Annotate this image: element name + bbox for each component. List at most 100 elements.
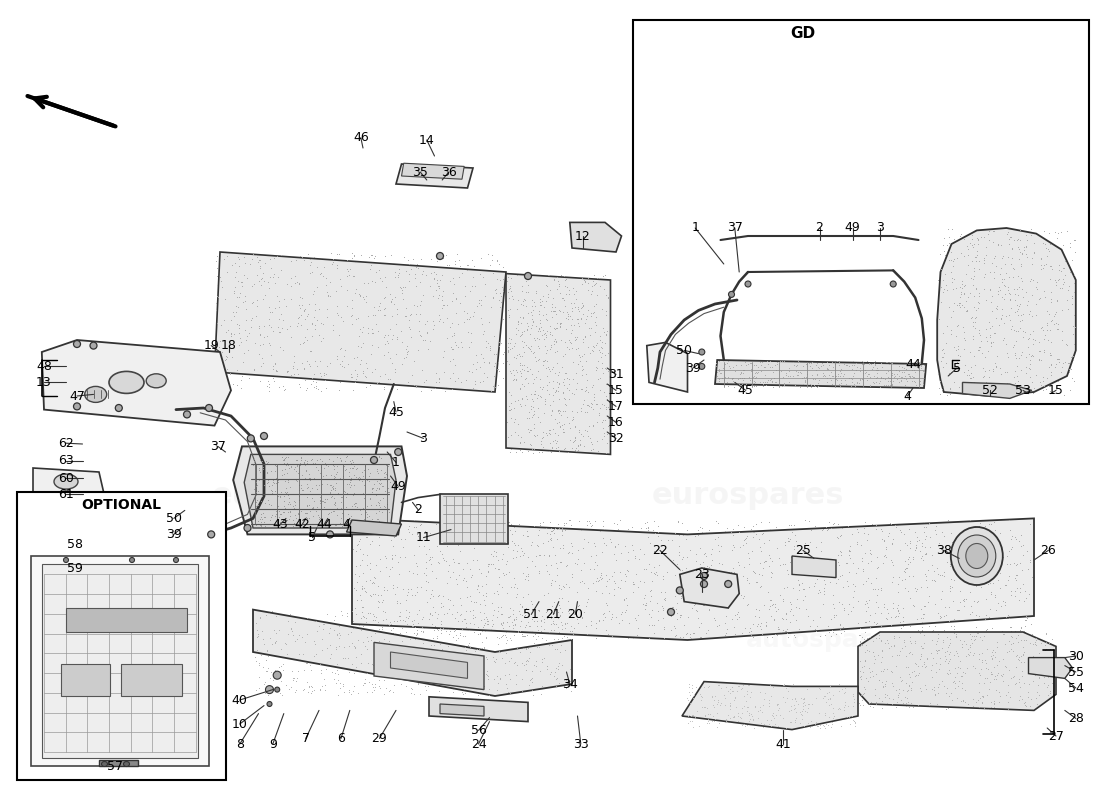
Point bbox=[618, 598, 636, 611]
Point bbox=[767, 598, 784, 610]
Point bbox=[388, 556, 406, 569]
Ellipse shape bbox=[890, 281, 896, 287]
Point bbox=[827, 370, 845, 382]
Point bbox=[512, 350, 529, 362]
Point bbox=[858, 597, 876, 610]
Point bbox=[1037, 382, 1055, 395]
Point bbox=[784, 356, 802, 369]
Point bbox=[277, 300, 295, 313]
Point bbox=[365, 251, 383, 264]
Point bbox=[402, 307, 419, 320]
Point bbox=[865, 377, 882, 390]
Point bbox=[771, 588, 789, 601]
Point bbox=[635, 562, 652, 575]
Point bbox=[288, 633, 306, 646]
Point bbox=[1033, 252, 1050, 265]
Point bbox=[639, 516, 657, 529]
Point bbox=[690, 524, 707, 537]
Point bbox=[564, 287, 582, 300]
Point bbox=[321, 518, 339, 530]
Point bbox=[211, 341, 229, 354]
Point bbox=[251, 348, 268, 361]
Point bbox=[461, 617, 478, 630]
Point bbox=[679, 694, 696, 706]
Point bbox=[219, 350, 236, 363]
Point bbox=[513, 656, 530, 669]
Point bbox=[982, 696, 1000, 709]
Point bbox=[804, 613, 822, 626]
Point bbox=[475, 618, 493, 631]
Point bbox=[935, 245, 953, 258]
Point bbox=[832, 365, 849, 378]
Point bbox=[324, 459, 342, 472]
Point bbox=[462, 336, 480, 349]
Point bbox=[290, 483, 308, 496]
Point bbox=[1011, 694, 1028, 706]
Point bbox=[514, 312, 531, 325]
Point bbox=[619, 554, 637, 566]
Point bbox=[218, 350, 235, 362]
Point bbox=[1035, 258, 1053, 271]
Point bbox=[483, 558, 500, 570]
Point bbox=[512, 328, 529, 341]
Point bbox=[745, 371, 762, 384]
Point bbox=[878, 550, 895, 563]
Point bbox=[530, 640, 548, 653]
Point bbox=[406, 588, 424, 601]
Point bbox=[834, 621, 851, 634]
Point bbox=[872, 583, 890, 596]
Point bbox=[543, 301, 561, 314]
Point bbox=[518, 322, 536, 335]
Point bbox=[559, 675, 576, 688]
Point bbox=[908, 534, 925, 547]
Point bbox=[517, 299, 535, 312]
Point bbox=[1045, 318, 1063, 330]
Point bbox=[978, 624, 996, 637]
Point bbox=[526, 295, 543, 308]
Point bbox=[588, 571, 606, 584]
Point bbox=[248, 683, 265, 696]
Point bbox=[955, 326, 972, 339]
Point bbox=[245, 278, 263, 290]
Point bbox=[308, 520, 326, 533]
Point bbox=[794, 378, 812, 390]
Point bbox=[979, 228, 997, 241]
Point bbox=[542, 666, 560, 678]
Point bbox=[994, 250, 1012, 262]
Point bbox=[393, 678, 410, 690]
Point bbox=[755, 562, 772, 574]
Point bbox=[644, 619, 661, 632]
Point bbox=[450, 253, 468, 266]
Point bbox=[642, 603, 660, 616]
Point bbox=[430, 371, 448, 384]
Point bbox=[857, 366, 874, 379]
Point bbox=[961, 367, 979, 380]
Point bbox=[756, 369, 773, 382]
Point bbox=[362, 378, 380, 391]
Point bbox=[250, 274, 267, 287]
Point bbox=[820, 698, 837, 711]
Point bbox=[375, 633, 393, 646]
Point bbox=[843, 371, 860, 384]
Point bbox=[1012, 364, 1030, 377]
Point bbox=[477, 570, 495, 582]
Point bbox=[689, 529, 706, 542]
Point bbox=[898, 372, 915, 385]
Point bbox=[904, 701, 922, 714]
Point bbox=[952, 350, 969, 362]
Polygon shape bbox=[682, 682, 858, 730]
Point bbox=[913, 540, 931, 553]
Point bbox=[1022, 229, 1040, 242]
Point bbox=[585, 394, 603, 406]
Point bbox=[390, 606, 408, 618]
Point bbox=[492, 295, 509, 308]
Point bbox=[899, 357, 916, 370]
Point bbox=[264, 325, 282, 338]
Point bbox=[421, 606, 439, 619]
Point bbox=[341, 455, 359, 468]
Point bbox=[304, 453, 321, 466]
Point bbox=[287, 454, 305, 466]
Point bbox=[278, 467, 296, 480]
Point bbox=[446, 555, 463, 568]
Point bbox=[450, 649, 468, 662]
